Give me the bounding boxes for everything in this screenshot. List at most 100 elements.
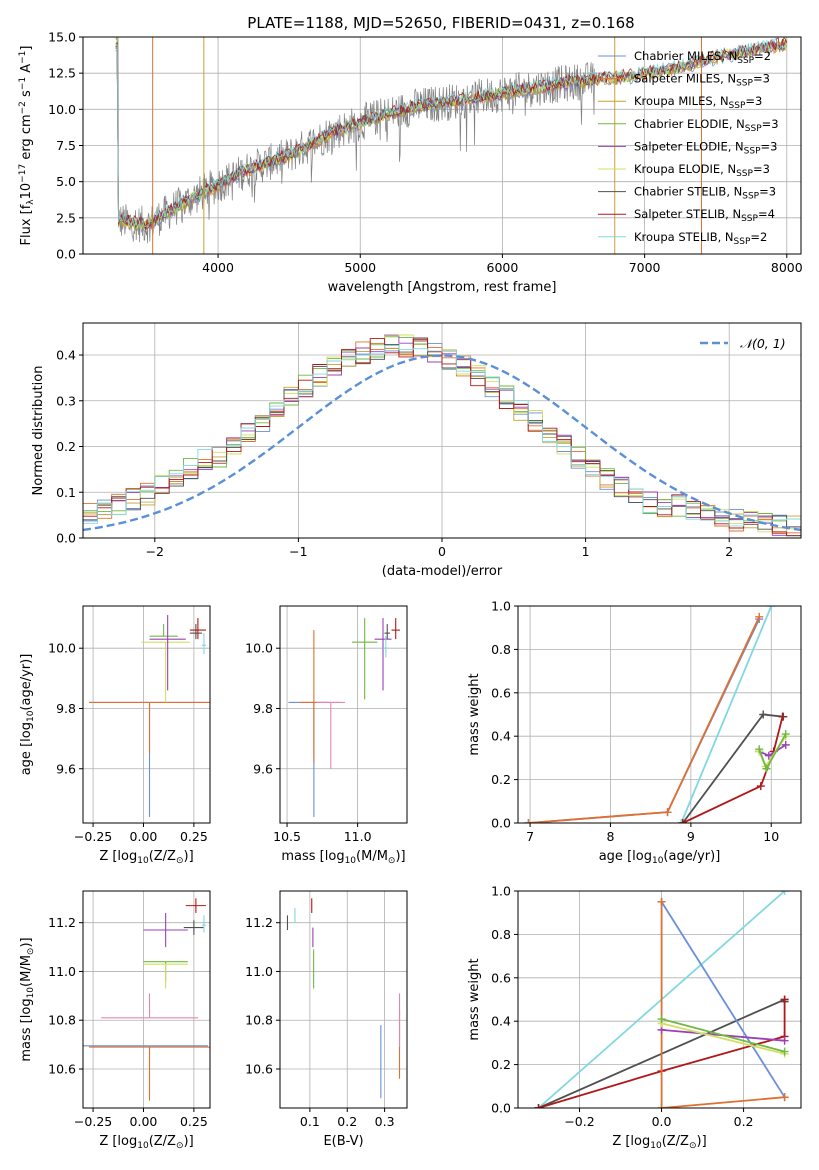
- x-axis-label: Z [log10(Z/Z⊙)]: [99, 1134, 193, 1151]
- y-tick-label: 10.0: [245, 641, 273, 656]
- x-tick-label: 8000: [771, 260, 803, 275]
- y-tick-label: 9.6: [56, 761, 76, 776]
- x-tick-label: 0.1: [300, 1114, 320, 1129]
- x-tick-label: −2: [146, 544, 164, 559]
- weight-series-line: [660, 901, 785, 1108]
- y-axis-label: Flux [fλ10−17 erg cm−2 s−1 A−1]: [18, 46, 36, 246]
- x-tick-label: 0.00: [130, 1114, 158, 1129]
- x-tick-label: 0.3: [375, 1114, 395, 1129]
- x-tick-label: −0.2: [564, 1114, 594, 1129]
- weight-point-marker: [677, 819, 686, 823]
- axes-spectrum: 4000 5000 6000 7000 8000 0.0 2.5 5.0 7.5 10.0 12.5…: [18, 30, 803, 296]
- y-tick-label: 0.0: [56, 531, 76, 546]
- weight-series-line: [682, 716, 784, 823]
- errorbar-point: [149, 624, 178, 637]
- histogram-step-line: [83, 345, 801, 527]
- x-tick-label: 2: [725, 544, 733, 559]
- weight-point-marker: [764, 751, 773, 760]
- x-tick-label: 0.2: [337, 1114, 357, 1129]
- x-axis-label: wavelength [Angstrom, rest frame]: [328, 280, 557, 295]
- plot-area: [83, 898, 210, 1101]
- weight-point-marker: [657, 1015, 666, 1024]
- legend-label: Salpeter ELODIE, NSSP=3: [634, 139, 777, 156]
- x-tick-label: 7000: [629, 260, 661, 275]
- weight-point-marker: [767, 606, 776, 610]
- axes-weight-vs-Z: −0.2 0.0 0.2 0.0 0.2 0.4 0.6 0.8 1.0 Z [log10(Z/Z…: [467, 884, 802, 1151]
- x-tick-label: 10.5: [273, 829, 301, 844]
- weight-series-line: [758, 744, 787, 757]
- y-tick-label: 15.0: [48, 30, 76, 45]
- axes-mass-vs-Z: −0.25 0.00 0.25 10.6 10.8 11.0 11.2 Z [log10(Z/…: [19, 890, 211, 1151]
- weight-series-line: [680, 606, 773, 823]
- legend-hist: 𝒩(0, 1): [700, 336, 786, 351]
- axes-frame: [82, 890, 211, 1109]
- legend-label: Chabrier STELIB, NSSP=3: [634, 185, 776, 202]
- errorbar-point: [183, 920, 204, 935]
- errorbar-point: [101, 993, 198, 1019]
- weight-series-line: [661, 1022, 785, 1055]
- y-tick-label: 10.6: [48, 1061, 76, 1076]
- y-tick-label: 1.0: [491, 599, 511, 614]
- x-axis-label: Z [log10(Z/Z⊙)]: [612, 1134, 706, 1151]
- errorbar-point: [299, 630, 328, 763]
- plot-area: [83, 334, 801, 537]
- errorbar-point: [189, 618, 206, 640]
- legend-label: Salpeter STELIB, NSSP=4: [634, 207, 775, 224]
- x-tick-label: 0: [438, 544, 446, 559]
- plot-area: [288, 618, 400, 817]
- y-tick-label: 10.0: [48, 102, 76, 117]
- errorbar-point: [143, 912, 188, 948]
- observed-spectrum-line: [115, 37, 595, 244]
- y-tick-label: 0.8: [491, 927, 511, 942]
- y-tick-label: 10.8: [245, 1013, 273, 1028]
- weight-point-marker: [780, 891, 789, 895]
- y-tick-label: 0.2: [56, 439, 76, 454]
- y-tick-label: 0.0: [491, 1101, 511, 1116]
- axes-frame: [82, 322, 802, 539]
- y-tick-label: 0.1: [56, 485, 76, 500]
- errorbar-point: [201, 915, 206, 933]
- y-tick-label: 11.2: [48, 915, 76, 930]
- errorbar-point: [89, 701, 210, 754]
- weight-point-marker: [678, 819, 687, 823]
- errorbar-point: [384, 624, 391, 640]
- weight-series-line: [538, 999, 786, 1108]
- plot-area: [286, 898, 401, 1099]
- errorbar-point: [374, 618, 392, 691]
- weight-point-marker: [781, 740, 790, 749]
- y-tick-label: 9.8: [253, 701, 273, 716]
- axes-age-vs-Z: −0.25 0.00 0.25 9.6 9.8 10.0 Z [log10(Z/Z⊙)] ag…: [19, 605, 211, 866]
- errorbar-point: [201, 633, 206, 655]
- y-tick-label: 0.2: [491, 772, 511, 787]
- y-tick-label: 9.8: [56, 701, 76, 716]
- y-axis-label: mass weight: [467, 958, 482, 1040]
- x-tick-label: 4000: [202, 260, 234, 275]
- plot-area: [115, 37, 788, 254]
- y-tick-label: 0.2: [491, 1057, 511, 1072]
- y-tick-label: 11.0: [48, 964, 76, 979]
- errorbar-point: [143, 963, 188, 989]
- x-tick-label: −0.25: [74, 1114, 112, 1129]
- weight-point-marker: [657, 897, 666, 906]
- y-tick-label: 5.0: [56, 174, 76, 189]
- weight-point-marker: [780, 1047, 789, 1056]
- legend-label: Kroupa MILES, NSSP=3: [634, 94, 762, 111]
- axes-frame: [82, 605, 211, 824]
- y-tick-label: 0.4: [491, 729, 511, 744]
- x-tick-label: −1: [289, 544, 307, 559]
- x-axis-label: mass [log10(M/M⊙)]: [281, 849, 405, 866]
- x-tick-label: 9: [687, 829, 695, 844]
- axes-residuals: −2 −1 0 1 2 0.0 0.1 0.2 0.3 0.4 (data-model)/error…: [31, 322, 802, 579]
- y-tick-label: 0.4: [491, 1014, 511, 1029]
- x-tick-label: 6000: [487, 260, 519, 275]
- model-spectrum-line: [115, 41, 788, 232]
- y-tick-label: 2.5: [56, 210, 76, 225]
- model-spectrum-line: [115, 37, 788, 228]
- x-tick-label: −0.25: [74, 829, 112, 844]
- errorbar-point: [316, 701, 345, 769]
- x-tick-label: 0.0: [652, 1114, 672, 1129]
- axes-mass-vs-EBV: 0.1 0.2 0.3 10.6 10.8 11.0 11.2 E(B-V): [245, 890, 408, 1149]
- y-tick-label: 10.0: [48, 641, 76, 656]
- errorbar-point: [351, 618, 378, 700]
- x-tick-label: 0.25: [180, 829, 208, 844]
